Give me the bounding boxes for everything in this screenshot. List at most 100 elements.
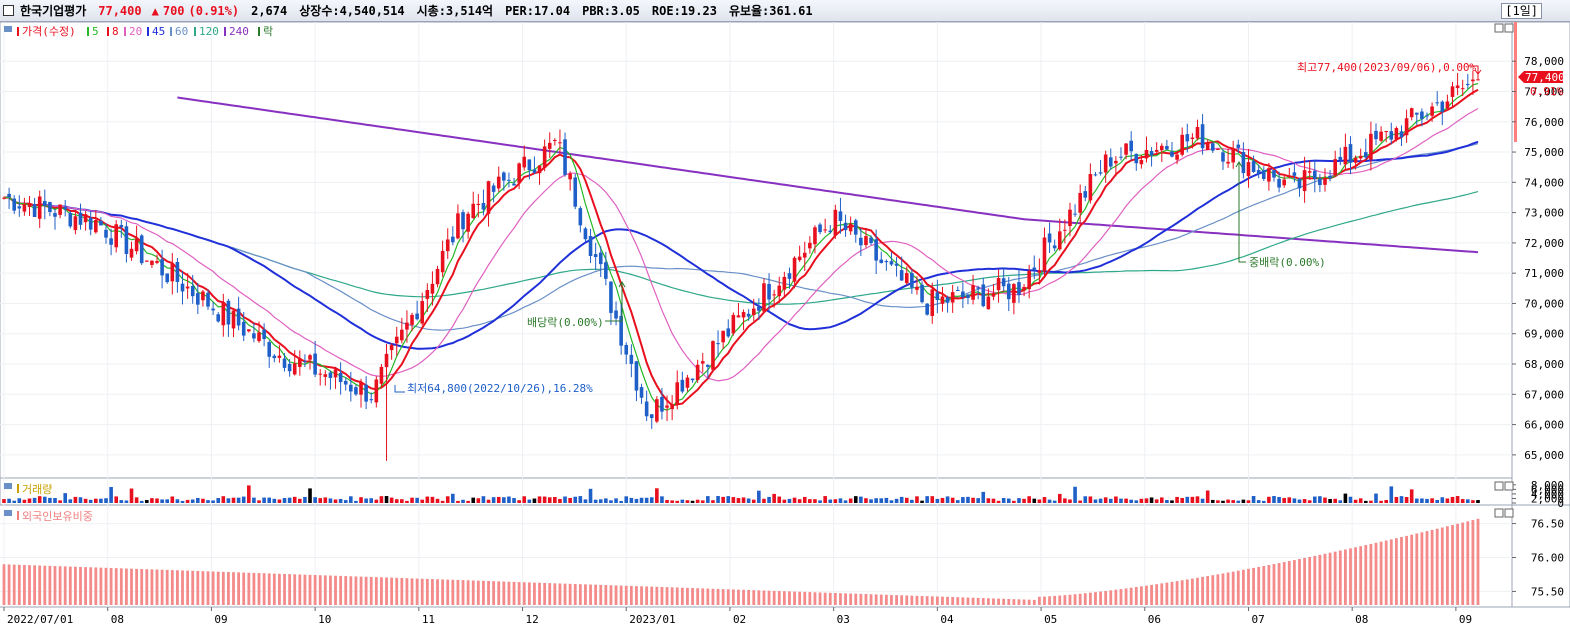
volume-bar <box>364 498 368 503</box>
foreign-bar <box>181 570 184 605</box>
foreign-bar <box>431 579 434 605</box>
volume-bar <box>394 499 399 503</box>
foreign-bar <box>89 567 93 605</box>
candle-body <box>843 222 848 231</box>
volume-bar <box>1471 500 1475 503</box>
candle-body <box>1134 153 1139 164</box>
candle-body <box>37 196 42 219</box>
volume-bar <box>185 499 190 503</box>
volume-bar <box>201 498 205 503</box>
foreign-bar <box>385 577 388 605</box>
candle-body <box>1088 174 1093 201</box>
foreign-bar <box>125 568 128 605</box>
candle-body <box>1057 231 1062 250</box>
candle-body <box>532 169 537 173</box>
volume-bar <box>1159 497 1164 503</box>
foreign-bar <box>660 587 664 605</box>
pane-controls[interactable] <box>1494 23 1514 518</box>
volume-bar <box>853 496 858 503</box>
foreign-bar <box>201 571 205 605</box>
foreign-bar <box>1328 552 1332 605</box>
price-pane[interactable] <box>0 22 1513 479</box>
volume-bar <box>226 498 231 503</box>
candle-body <box>1231 148 1235 163</box>
foreign-bar <box>53 566 57 605</box>
close-pane-icon[interactable] <box>1504 508 1514 518</box>
candle-body <box>1450 86 1455 97</box>
candle-body <box>598 252 603 265</box>
foreign-bar <box>12 564 16 605</box>
volume-bar <box>129 488 134 503</box>
candle-body <box>1073 213 1077 215</box>
foreign-bar <box>482 580 485 605</box>
scroll-indicator[interactable] <box>1514 22 1517 142</box>
candle-body <box>1363 152 1368 158</box>
candle-body <box>313 353 317 375</box>
foreign-bar <box>997 598 1000 605</box>
volume-bar <box>833 499 838 503</box>
candle-body <box>206 292 210 307</box>
foreign-bar <box>329 575 332 605</box>
foreign-bar <box>1206 576 1210 605</box>
volume-bar <box>2 499 6 503</box>
checkbox-icon[interactable] <box>3 5 14 16</box>
volume-bar <box>629 497 634 503</box>
legend-price: 가격(수정) <box>22 25 76 38</box>
foreign-bar <box>165 569 169 605</box>
foreign-bar <box>119 568 123 605</box>
volume-bar <box>12 500 17 503</box>
close-pane-icon[interactable] <box>1504 23 1514 33</box>
minimize-pane-icon[interactable] <box>1494 508 1504 518</box>
candle-body <box>476 203 481 205</box>
candle-body <box>410 314 414 325</box>
minimize-pane-icon[interactable] <box>1494 481 1504 491</box>
candle-body <box>430 283 435 294</box>
foreign-bar <box>635 586 638 605</box>
close-pane-icon[interactable] <box>1504 481 1514 491</box>
candle-body <box>12 198 17 211</box>
candle-body <box>634 361 639 391</box>
foreign-bar <box>176 570 179 605</box>
legend-ma8: 8 <box>112 25 119 38</box>
volume-bar <box>665 500 669 503</box>
candle-body <box>1282 179 1286 186</box>
volume-bar <box>272 498 277 503</box>
foreign-bar <box>1349 548 1352 605</box>
candle-body <box>1063 229 1067 231</box>
candle-body <box>1103 154 1108 173</box>
candle-body <box>211 308 215 311</box>
candle-body <box>389 344 394 351</box>
volume-bar <box>502 497 506 503</box>
candle-body <box>665 405 669 408</box>
volume-bar <box>1063 498 1067 503</box>
foreign-bar <box>578 584 582 605</box>
price-tick-label: 65,000 <box>1524 449 1564 462</box>
foreign-bar <box>721 589 725 605</box>
foreign-bar <box>533 582 536 605</box>
period-selector[interactable]: [1일] <box>1501 3 1542 19</box>
candle-body <box>1093 174 1098 176</box>
foreign-bar <box>1175 581 1179 605</box>
candle-body <box>547 142 552 149</box>
volume-bar <box>73 496 78 503</box>
candle-body <box>303 361 307 363</box>
candle-body <box>1032 267 1037 270</box>
price-tick-label: 67,000 <box>1524 388 1564 401</box>
volume-bar <box>899 496 904 503</box>
candle-body <box>338 372 343 383</box>
foreign-bar <box>956 597 960 605</box>
volume-bar <box>252 497 256 503</box>
foreign-bar <box>599 584 603 605</box>
volume-bar <box>37 496 42 503</box>
candle-body <box>394 336 399 344</box>
volume-bar <box>553 496 557 503</box>
candle-body <box>1465 84 1470 86</box>
stock-chart[interactable]: 65,000 66,000 67,000 68,000 69,000 70,000 71,0… <box>0 22 1570 629</box>
volume-bar <box>1006 498 1011 503</box>
foreign-bar <box>1043 596 1046 605</box>
foreign-bar <box>589 584 592 605</box>
minimize-pane-icon[interactable] <box>1494 23 1504 33</box>
volume-bar <box>1200 498 1205 503</box>
volume-bar <box>1108 498 1113 503</box>
volume-bar <box>848 498 853 503</box>
